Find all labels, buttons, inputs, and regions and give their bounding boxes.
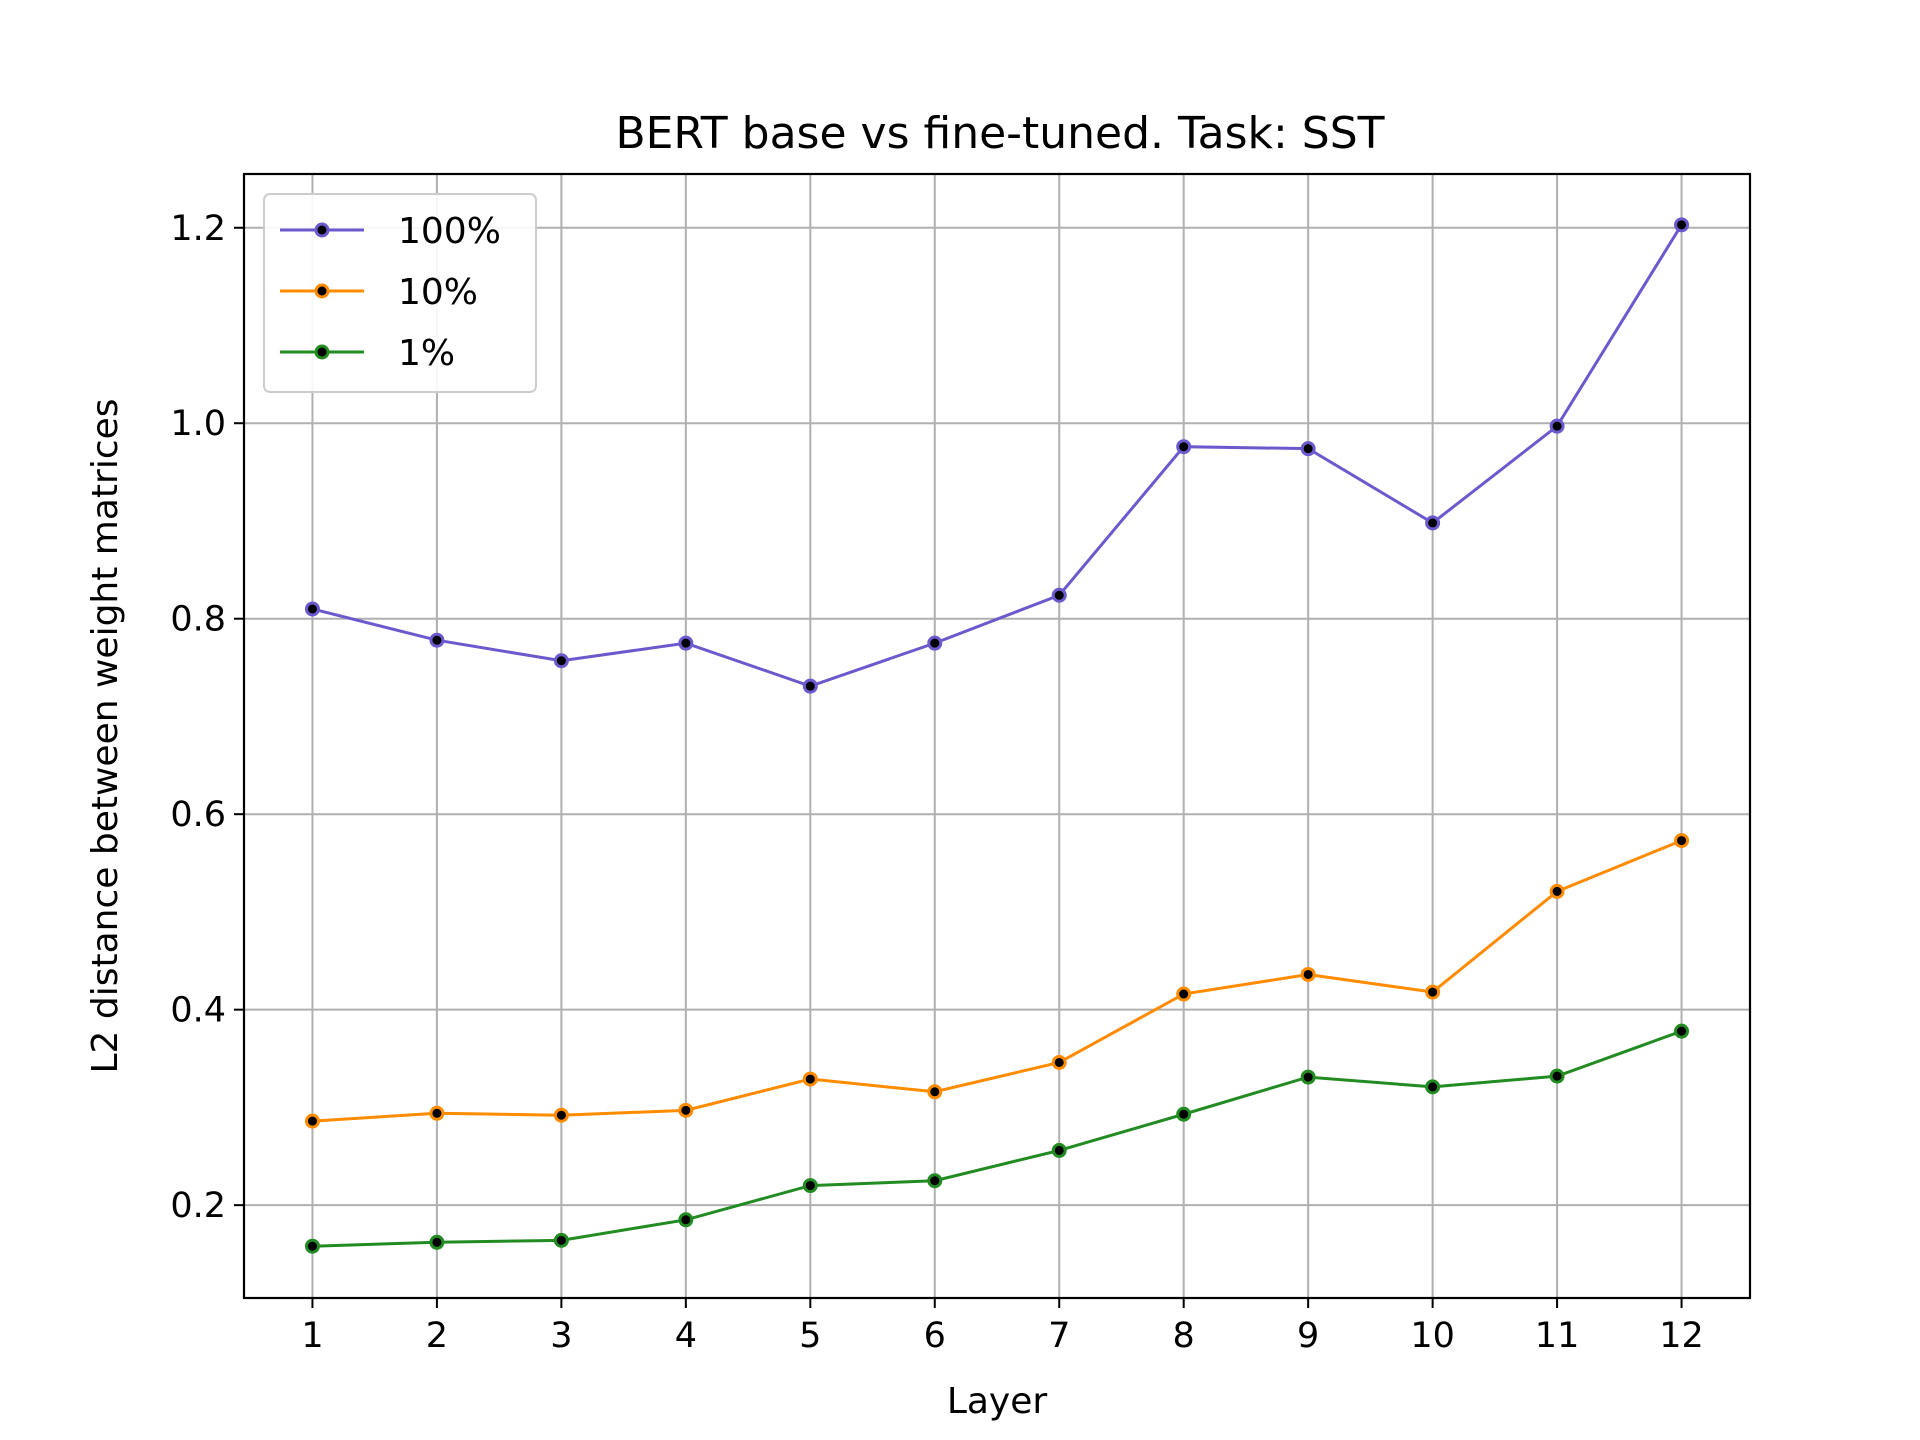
- data-point: [1425, 515, 1441, 531]
- x-tick-label: 12: [1659, 1316, 1704, 1356]
- legend-entry: 1%: [280, 333, 455, 374]
- series-1: [304, 833, 1690, 1129]
- data-point: [1549, 1068, 1565, 1084]
- data-point: [304, 1113, 320, 1129]
- data-point: [678, 635, 694, 651]
- data-point: [927, 635, 943, 651]
- series-line: [312, 224, 1683, 688]
- data-point: [1051, 1142, 1067, 1158]
- chart-title: BERT base vs fine-tuned. Task: SST: [615, 108, 1384, 159]
- x-tick-label: 8: [1173, 1316, 1195, 1356]
- legend-label: 1%: [398, 333, 455, 374]
- legend-marker: [314, 283, 330, 299]
- grid-lines: [244, 174, 1750, 1298]
- y-tick-label: 0.4: [170, 991, 226, 1031]
- data-point: [1051, 1054, 1067, 1070]
- data-point: [1176, 986, 1192, 1002]
- legend-entry: 10%: [280, 272, 478, 313]
- data-point: [802, 1071, 818, 1087]
- data-point: [429, 1234, 445, 1250]
- data-point: [1176, 439, 1192, 455]
- data-point: [429, 1105, 445, 1121]
- x-tick-label: 11: [1535, 1316, 1580, 1356]
- legend-entry: 100%: [280, 211, 501, 252]
- data-point: [1425, 1079, 1441, 1095]
- data-point: [802, 678, 818, 694]
- legend-marker: [314, 344, 330, 360]
- data-point: [1674, 833, 1690, 849]
- data-point: [1300, 1069, 1316, 1085]
- y-tick-label: 0.2: [170, 1186, 226, 1226]
- data-point: [802, 1178, 818, 1194]
- series-line: [312, 1029, 1683, 1248]
- x-tick-label: 10: [1410, 1316, 1455, 1356]
- legend-marker: [314, 222, 330, 238]
- y-tick-label: 0.8: [170, 600, 226, 640]
- legend-box: [263, 193, 537, 393]
- y-tick-label: 1.2: [170, 209, 226, 249]
- x-axis-label: Layer: [947, 1381, 1048, 1422]
- legend-label: 10%: [398, 272, 478, 313]
- data-point: [1425, 984, 1441, 1000]
- data-point: [553, 1107, 569, 1123]
- data-point: [1549, 883, 1565, 899]
- y-tick-label: 1.0: [170, 404, 226, 444]
- data-point: [1300, 441, 1316, 457]
- plot-area-frame: [242, 172, 1752, 1300]
- axis-ticks: 1 2 3 4 5 6 7 8 9 10 11 120.20.40.60.81.01.2: [170, 209, 1703, 1356]
- data-point: [304, 1238, 320, 1254]
- data-point: [553, 1232, 569, 1248]
- data-point: [1549, 418, 1565, 434]
- data-point: [1674, 217, 1690, 233]
- x-tick-label: 6: [924, 1316, 946, 1356]
- data-point: [1051, 587, 1067, 603]
- series-line: [312, 839, 1683, 1123]
- series-2: [304, 1023, 1690, 1254]
- data-point: [678, 1102, 694, 1118]
- series-0: [304, 217, 1690, 694]
- data-point: [1300, 966, 1316, 982]
- data-point: [429, 632, 445, 648]
- legend: 100% 10% 1%: [263, 193, 537, 393]
- data-point: [927, 1084, 943, 1100]
- data-point: [1674, 1023, 1690, 1039]
- x-tick-label: 1: [301, 1316, 323, 1356]
- x-tick-label: 2: [426, 1316, 448, 1356]
- data-point: [927, 1173, 943, 1189]
- data-point: [1176, 1106, 1192, 1122]
- x-tick-label: 3: [550, 1316, 572, 1356]
- y-axis-label: L2 distance between weight matrices: [85, 398, 126, 1073]
- data-point: [304, 601, 320, 617]
- y-tick-label: 0.6: [170, 795, 226, 835]
- x-tick-label: 4: [675, 1316, 697, 1356]
- x-tick-label: 9: [1297, 1316, 1319, 1356]
- data-point: [678, 1212, 694, 1228]
- x-tick-label: 7: [1048, 1316, 1070, 1356]
- x-tick-label: 5: [799, 1316, 821, 1356]
- legend-label: 100%: [398, 211, 501, 252]
- data-point: [553, 653, 569, 669]
- series-lines: [304, 217, 1690, 1254]
